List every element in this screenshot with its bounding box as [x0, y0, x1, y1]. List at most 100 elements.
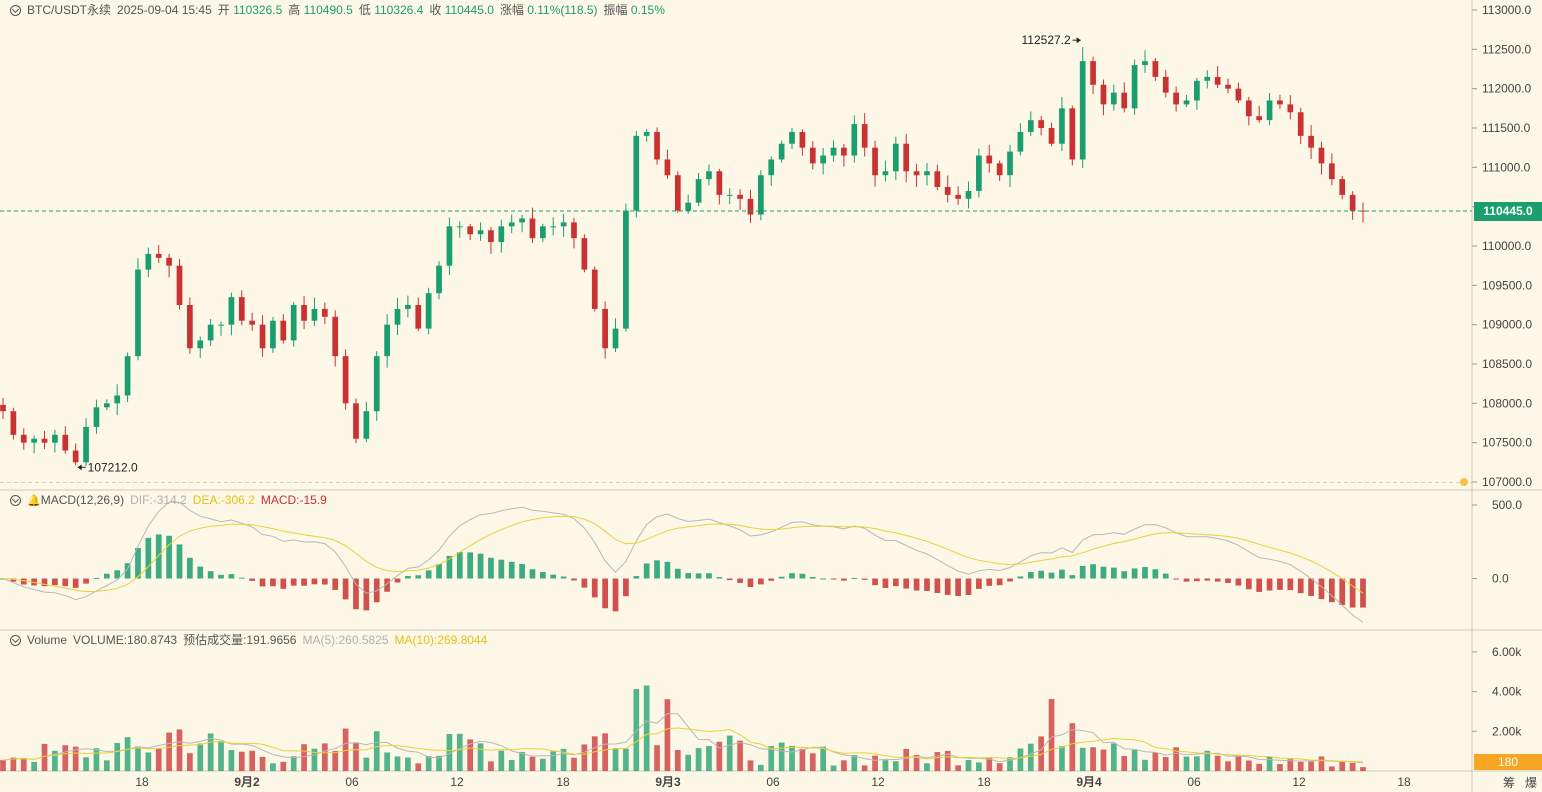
volume-bar[interactable] — [1007, 757, 1013, 771]
volume-bar[interactable] — [539, 758, 546, 771]
candle[interactable] — [726, 194, 733, 196]
volume-bar[interactable] — [187, 753, 193, 771]
macd-bar[interactable] — [1318, 578, 1325, 600]
candle[interactable] — [72, 450, 79, 463]
volume-bar[interactable] — [166, 732, 172, 771]
candle[interactable] — [425, 293, 432, 329]
collapse-icon[interactable] — [10, 5, 21, 16]
candle[interactable] — [187, 305, 193, 349]
candle[interactable] — [1287, 104, 1294, 113]
macd-bar[interactable] — [62, 578, 69, 587]
candle[interactable] — [363, 411, 370, 439]
volume-bar[interactable] — [934, 752, 941, 771]
macd-bar[interactable] — [1100, 566, 1107, 579]
volume-bar[interactable] — [259, 756, 266, 771]
candle[interactable] — [623, 210, 629, 329]
volume-bar[interactable] — [1048, 699, 1055, 771]
macd-bar[interactable] — [1152, 569, 1159, 579]
macd-bar[interactable] — [301, 578, 307, 586]
volume-bar[interactable] — [861, 765, 868, 771]
macd-bar[interactable] — [1204, 578, 1211, 581]
volume-bar[interactable] — [612, 748, 619, 771]
candle[interactable] — [1339, 179, 1346, 195]
candle[interactable] — [1079, 61, 1086, 160]
volume-bar[interactable] — [238, 751, 245, 771]
volume-bar[interactable] — [207, 733, 214, 771]
macd-bar[interactable] — [166, 535, 172, 579]
macd-bar[interactable] — [1256, 578, 1263, 592]
macd-bar[interactable] — [1090, 564, 1096, 579]
volume-bar[interactable] — [706, 746, 712, 771]
macd-bar[interactable] — [321, 578, 328, 585]
macd-bar[interactable] — [394, 578, 401, 583]
macd-bar[interactable] — [187, 557, 193, 579]
volume-bar[interactable] — [955, 765, 961, 771]
candle[interactable] — [924, 171, 930, 176]
candle[interactable] — [249, 320, 256, 325]
candle[interactable] — [31, 438, 37, 443]
candle[interactable] — [519, 218, 525, 223]
candle[interactable] — [809, 147, 816, 164]
macd-bar[interactable] — [872, 578, 878, 586]
candle[interactable] — [1256, 116, 1263, 121]
macd-bar[interactable] — [768, 578, 775, 581]
candle[interactable] — [342, 356, 349, 404]
volume-bar[interactable] — [1110, 743, 1117, 771]
candle[interactable] — [62, 434, 69, 451]
macd-bar[interactable] — [747, 578, 754, 588]
macd-bar[interactable] — [550, 574, 557, 579]
macd-bar[interactable] — [405, 576, 411, 579]
volume-bar[interactable] — [290, 756, 297, 771]
volume-bar[interactable] — [1173, 747, 1179, 771]
macd-bar[interactable] — [145, 537, 152, 579]
candle[interactable] — [373, 356, 380, 412]
volume-bar[interactable] — [996, 763, 1003, 771]
candle[interactable] — [1349, 194, 1356, 211]
candle[interactable] — [290, 305, 297, 341]
volume-bar[interactable] — [903, 748, 910, 771]
macd-bar[interactable] — [1007, 578, 1013, 582]
candle[interactable] — [965, 190, 972, 199]
candle[interactable] — [301, 305, 307, 321]
volume-pane[interactable] — [0, 685, 1366, 771]
macd-bar[interactable] — [1194, 578, 1200, 582]
candle[interactable] — [955, 194, 961, 199]
candle[interactable] — [550, 226, 557, 228]
volume-bar[interactable] — [986, 757, 993, 771]
volume-bar[interactable] — [1183, 756, 1190, 771]
volume-bar[interactable] — [830, 765, 837, 771]
macd-bar[interactable] — [103, 573, 110, 579]
volume-bar[interactable] — [664, 699, 671, 771]
volume-bar[interactable] — [1162, 757, 1169, 771]
candle[interactable] — [581, 238, 588, 270]
macd-bar[interactable] — [903, 578, 910, 589]
volume-bar[interactable] — [1329, 766, 1335, 771]
macd-bar[interactable] — [519, 563, 525, 579]
candle[interactable] — [643, 131, 650, 136]
macd-bar[interactable] — [965, 578, 972, 595]
candle[interactable] — [1069, 108, 1076, 160]
volume-bar[interactable] — [1225, 761, 1231, 771]
volume-bar[interactable] — [1194, 756, 1200, 771]
alert-dot[interactable] — [1460, 478, 1468, 486]
volume-bar[interactable] — [311, 748, 318, 771]
volume-bar[interactable] — [10, 757, 17, 771]
macd-bar[interactable] — [83, 578, 89, 584]
volume-bar[interactable] — [1152, 752, 1159, 771]
macd-bar[interactable] — [809, 576, 816, 579]
volume-bar[interactable] — [892, 761, 899, 771]
candles[interactable]: 112527.2 107212.0 — [0, 33, 1472, 486]
candle[interactable] — [103, 403, 110, 408]
volume-bar[interactable] — [103, 760, 110, 771]
macd-bar[interactable] — [841, 578, 847, 581]
candle[interactable] — [498, 226, 505, 243]
candle[interactable] — [1059, 108, 1065, 144]
volume-bar[interactable] — [488, 761, 494, 771]
macd-bar[interactable] — [1183, 578, 1190, 582]
macd-bar[interactable] — [1339, 578, 1346, 606]
candle[interactable] — [934, 171, 941, 187]
volume-bar[interactable] — [145, 752, 152, 771]
candle[interactable] — [20, 434, 27, 443]
candle[interactable] — [456, 226, 463, 228]
volume-bar[interactable] — [394, 756, 401, 771]
